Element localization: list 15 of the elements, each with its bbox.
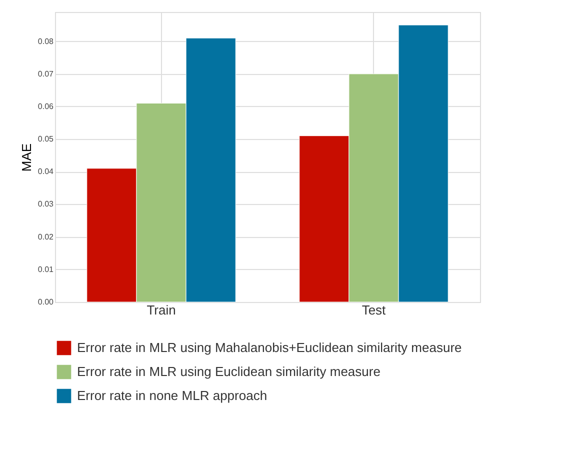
y-tick-label: 0.00 — [38, 298, 54, 306]
y-tick-label: 0.08 — [38, 36, 54, 46]
y-tick-label: 0.05 — [38, 134, 54, 144]
legend-label: Error rate in none MLR approach — [77, 388, 268, 403]
y-tick-label: 0.03 — [38, 200, 54, 209]
legend-label: Error rate in MLR using Euclidean similarity measure — [77, 364, 380, 379]
y-axis-title: MAE — [18, 143, 34, 172]
y-tick-label: 0.04 — [38, 167, 54, 176]
x-tick-label: Test — [362, 302, 386, 318]
y-tick-label: 0.06 — [38, 102, 54, 111]
legend-label: Error rate in MLR using Mahalanobis+Euclidean similarity measure — [77, 340, 462, 355]
x-tick-label: Train — [146, 302, 176, 318]
y-tick-label: 0.01 — [38, 264, 54, 274]
y-tick-label: 0.07 — [38, 69, 54, 78]
y-tick-label: 0.02 — [38, 232, 54, 242]
